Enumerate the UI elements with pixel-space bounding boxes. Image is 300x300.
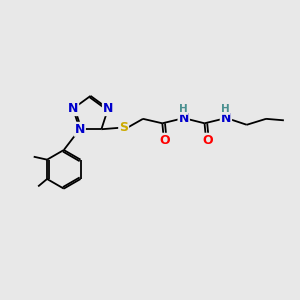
Text: N: N	[74, 123, 85, 136]
Text: H: H	[179, 104, 188, 114]
Text: O: O	[160, 134, 170, 147]
Text: H: H	[221, 104, 230, 114]
Text: O: O	[202, 134, 212, 147]
Text: N: N	[103, 102, 113, 115]
Text: N: N	[68, 102, 78, 115]
Text: S: S	[119, 121, 128, 134]
Text: N: N	[221, 112, 231, 125]
Text: N: N	[178, 112, 189, 125]
